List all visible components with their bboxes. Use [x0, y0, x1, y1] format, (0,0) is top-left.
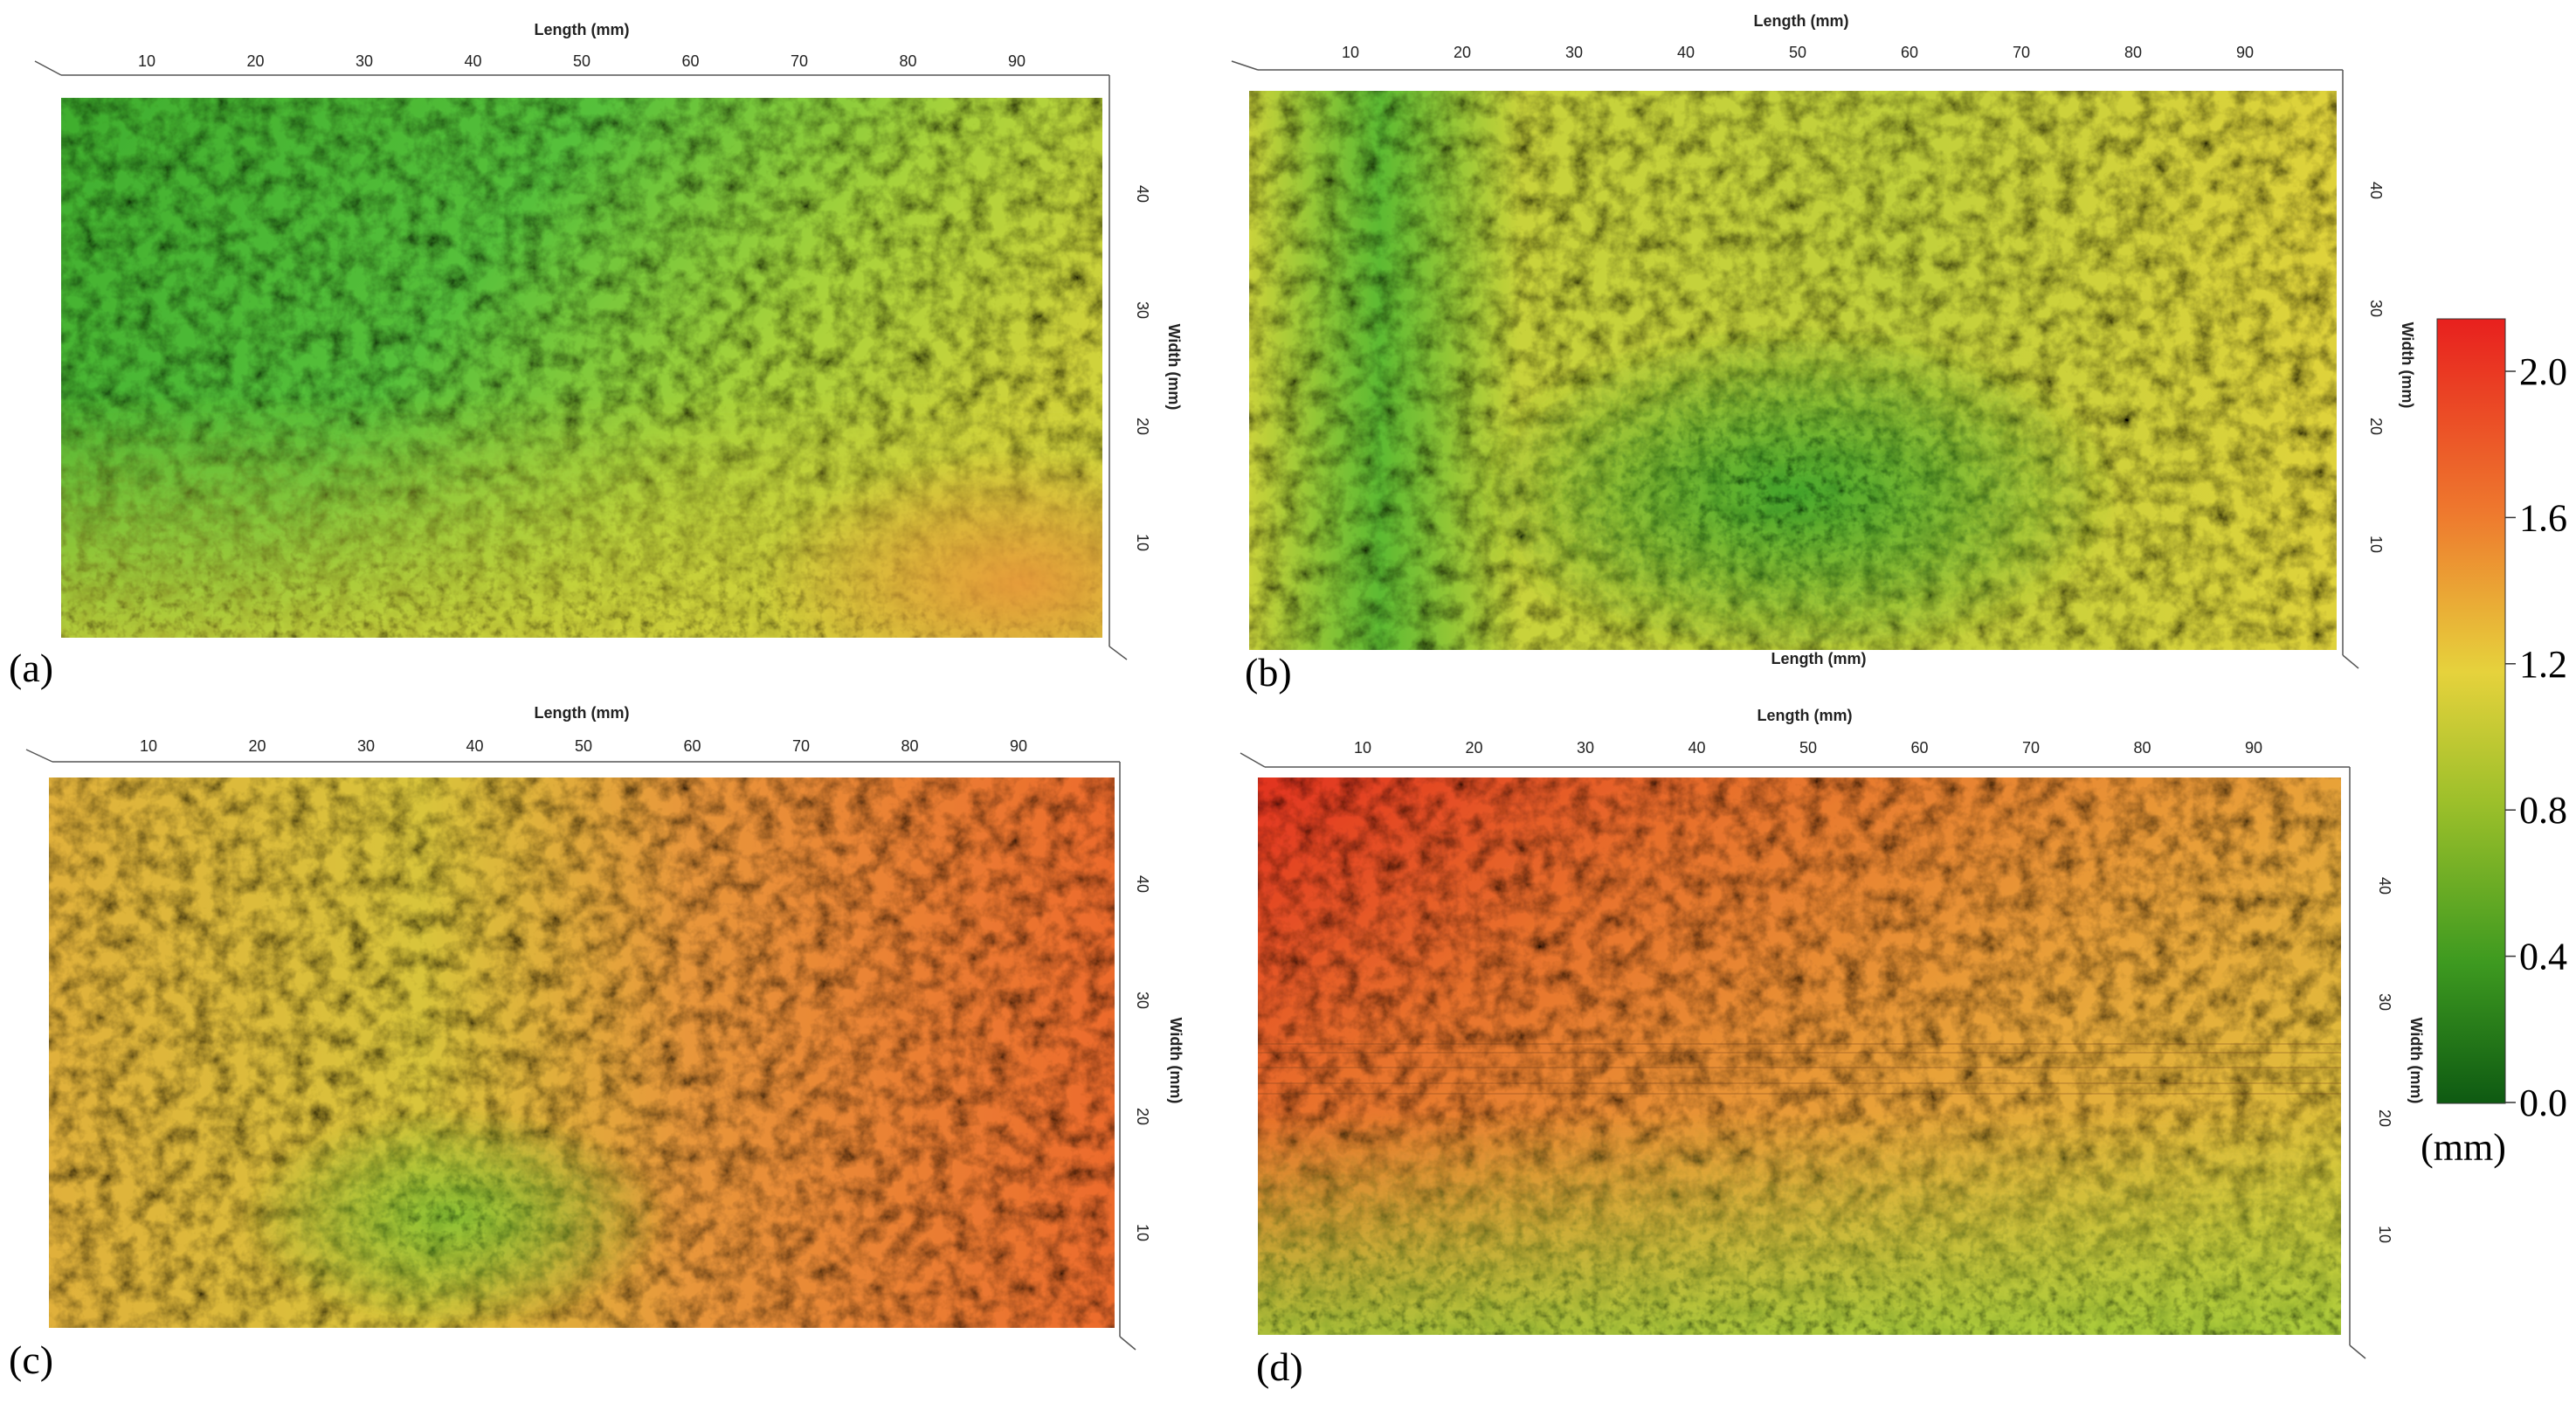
length-ticks-b: 10 20 30 40 50 60 70 80 90 — [1342, 44, 2254, 61]
length-tick-label: 30 — [1577, 739, 1594, 757]
length-tick-label: 50 — [573, 52, 590, 70]
length-tick-label: 80 — [899, 52, 916, 70]
width-tick-label: 20 — [1134, 1108, 1151, 1125]
width-tick-label: 10 — [2367, 536, 2385, 553]
width-ticks-c: 40 30 20 10 — [1134, 875, 1151, 1241]
colorbar-tick-label: 0.8 — [2519, 789, 2567, 832]
length-tick-label: 50 — [1789, 44, 1806, 61]
length-tick-label: 60 — [1901, 44, 1918, 61]
length-tick-label: 20 — [246, 52, 264, 70]
colorbar-tick-label: 0.0 — [2519, 1082, 2567, 1124]
width-tick-label: 10 — [2376, 1226, 2393, 1243]
colorbar-tick-label: 1.2 — [2519, 643, 2567, 686]
width-tick-label: 30 — [2376, 993, 2393, 1011]
length-tick-label: 20 — [1454, 44, 1471, 61]
length-tick-label: 10 — [1354, 739, 1371, 757]
width-axis-title-b: Width (mm) — [2399, 322, 2416, 409]
length-tick-label: 60 — [681, 52, 699, 70]
length-tick-label: 20 — [248, 737, 266, 755]
length-tick-label: 50 — [575, 737, 592, 755]
length-ticks-a: 10 20 30 40 50 60 70 80 90 — [138, 52, 1026, 70]
panel-c: Length (mm) 10 20 30 40 50 60 70 80 90 Width (mm… — [9, 704, 1184, 1382]
frame-d — [1240, 752, 2366, 1359]
panel-a: Length (mm) 10 20 30 40 50 60 70 80 90 Width (mm… — [9, 21, 1183, 690]
surface-map-b — [1249, 91, 2337, 650]
length-tick-label: 70 — [792, 737, 810, 755]
frame-a — [34, 60, 1128, 660]
length-tick-label: 80 — [901, 737, 918, 755]
panel-letter-d: (d) — [1256, 1344, 1303, 1389]
length-tick-label: 50 — [1799, 739, 1817, 757]
width-tick-label: 30 — [1134, 301, 1151, 319]
length-tick-label: 80 — [2133, 739, 2151, 757]
width-tick-label: 10 — [1134, 534, 1151, 551]
length-axis-title-b-bottom: Length (mm) — [1771, 650, 1867, 667]
length-axis-title-a: Length (mm) — [535, 21, 630, 38]
length-tick-label: 70 — [2022, 739, 2040, 757]
frame-b — [1231, 60, 2359, 669]
colorbar: 2.0 1.6 1.2 0.8 0.4 0.0 (mm) — [2421, 318, 2567, 1169]
width-tick-label: 20 — [2376, 1109, 2393, 1127]
length-tick-label: 90 — [1010, 737, 1027, 755]
panel-letter-b: (b) — [1245, 650, 1292, 695]
width-tick-label: 20 — [1134, 418, 1151, 435]
width-tick-label: 40 — [1134, 185, 1151, 203]
width-tick-label: 30 — [2367, 300, 2385, 317]
length-tick-label: 10 — [1342, 44, 1359, 61]
length-tick-label: 40 — [464, 52, 481, 70]
length-tick-label: 40 — [1677, 44, 1695, 61]
surface-map-d — [1258, 778, 2341, 1335]
length-tick-label: 80 — [2124, 44, 2142, 61]
length-ticks-c: 10 20 30 40 50 60 70 80 90 — [140, 737, 1027, 755]
length-tick-label: 10 — [140, 737, 157, 755]
colorbar-tick-label: 2.0 — [2519, 350, 2567, 393]
length-tick-label: 40 — [1688, 739, 1705, 757]
width-ticks-b: 40 30 20 10 — [2367, 182, 2385, 553]
length-tick-label: 30 — [357, 737, 375, 755]
width-axis-title-d: Width (mm) — [2407, 1018, 2425, 1104]
length-tick-label: 60 — [1910, 739, 1928, 757]
surface-map-a — [61, 98, 1102, 638]
colorbar-ramp — [2436, 318, 2506, 1104]
length-axis-title-c: Length (mm) — [535, 704, 630, 722]
colorbar-tick-label: 1.6 — [2519, 496, 2567, 539]
width-ticks-a: 40 30 20 10 — [1134, 185, 1151, 551]
width-axis-title-c: Width (mm) — [1167, 1018, 1184, 1104]
width-tick-label: 20 — [2367, 418, 2385, 435]
length-tick-label: 90 — [1008, 52, 1026, 70]
scan-lines-d — [1258, 1043, 2341, 1095]
width-axis-title-a: Width (mm) — [1165, 324, 1183, 411]
length-tick-label: 30 — [356, 52, 373, 70]
width-tick-label: 40 — [2367, 182, 2385, 199]
width-ticks-d: 40 30 20 10 — [2376, 877, 2393, 1243]
colorbar-tick-label: 0.4 — [2519, 936, 2567, 978]
length-tick-label: 70 — [2013, 44, 2030, 61]
length-tick-label: 20 — [1465, 739, 1482, 757]
length-tick-label: 10 — [138, 52, 155, 70]
panel-b: Length (mm) 10 20 30 40 50 60 70 80 90 Length (m… — [1231, 12, 2416, 695]
frame-c — [25, 749, 1136, 1351]
length-tick-label: 70 — [791, 52, 808, 70]
panel-letter-a: (a) — [9, 646, 53, 690]
width-tick-label: 40 — [2376, 877, 2393, 895]
panel-letter-c: (c) — [9, 1337, 53, 1382]
length-axis-title-b: Length (mm) — [1754, 12, 1849, 30]
width-tick-label: 40 — [1134, 875, 1151, 893]
length-tick-label: 30 — [1565, 44, 1583, 61]
colorbar-unit: (mm) — [2421, 1126, 2506, 1169]
panel-d: Length (mm) 10 20 30 40 50 60 70 80 90 Width (mm… — [1240, 707, 2425, 1389]
width-tick-label: 30 — [1134, 992, 1151, 1009]
width-tick-label: 10 — [1134, 1224, 1151, 1241]
length-tick-label: 60 — [683, 737, 701, 755]
length-ticks-d: 10 20 30 40 50 60 70 80 90 — [1354, 739, 2262, 757]
surface-map-c — [49, 778, 1115, 1328]
colorbar-ticks: 2.0 1.6 1.2 0.8 0.4 0.0 — [2505, 350, 2567, 1124]
length-tick-label: 90 — [2236, 44, 2254, 61]
length-tick-label: 40 — [466, 737, 483, 755]
length-axis-title-d: Length (mm) — [1758, 707, 1853, 724]
length-tick-label: 90 — [2245, 739, 2262, 757]
